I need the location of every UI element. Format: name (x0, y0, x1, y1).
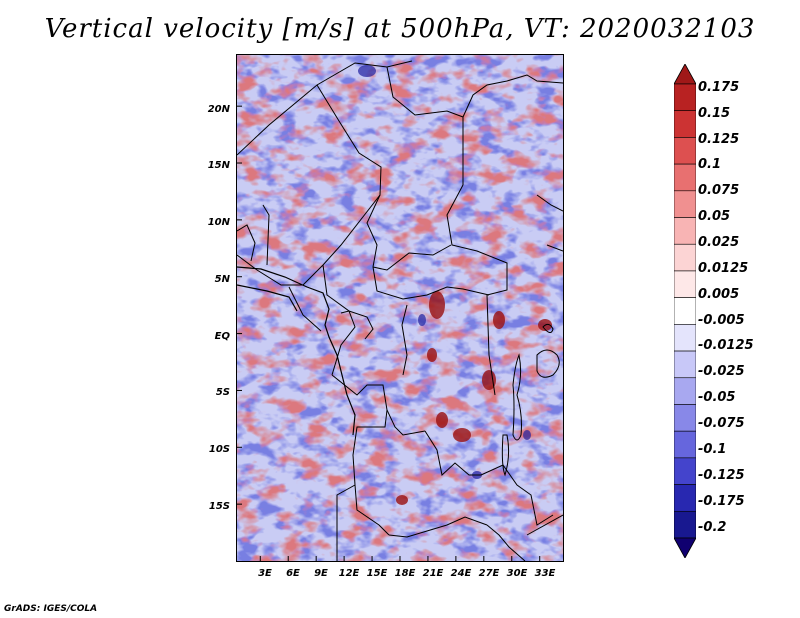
colorbar-label: -0.025 (698, 364, 745, 379)
colorbar-bottom-triangle (673, 537, 697, 559)
colorbar-label: 0.175 (698, 80, 740, 95)
lakes (501, 323, 560, 477)
lon-label: 30E (506, 568, 528, 579)
lat-label: 10S (208, 444, 230, 455)
velocity-map (236, 54, 564, 562)
colorbar-label: -0.2 (698, 520, 727, 535)
colorbar-label: -0.005 (698, 313, 745, 328)
colorbar-band (673, 217, 697, 245)
colorbar-top-triangle (673, 63, 697, 85)
lon-label: 6E (286, 568, 300, 579)
lat-label: EQ (214, 331, 230, 342)
colorbar-band (673, 137, 697, 165)
colorbar-band (673, 270, 697, 298)
coastline (237, 266, 356, 436)
lon-label: 24E (450, 568, 472, 579)
strong-downdraft-cells (358, 65, 531, 479)
lon-label: 21E (422, 568, 444, 579)
colorbar (673, 63, 697, 562)
colorbar-label: 0.05 (698, 209, 731, 224)
colorbar-label: -0.1 (698, 442, 727, 457)
country-borders (237, 60, 563, 561)
colorbar-label: 0.0125 (698, 261, 749, 276)
colorbar-band (673, 484, 697, 512)
velocity-field (237, 55, 563, 561)
colorbar-label: -0.125 (698, 468, 745, 483)
lon-label: 3E (258, 568, 272, 579)
lat-label: 10N (207, 217, 230, 228)
colorbar-label: 0.15 (698, 106, 731, 121)
colorbar-band (673, 350, 697, 379)
colorbar-band (673, 377, 697, 405)
colorbar-label: -0.05 (698, 390, 736, 405)
colorbar-band (673, 243, 697, 272)
colorbar-label: 0.005 (698, 287, 740, 302)
lon-label: 33E (534, 568, 556, 579)
lon-label: 27E (478, 568, 500, 579)
colorbar-label: -0.075 (698, 416, 745, 431)
lat-label: 15S (208, 501, 230, 512)
grads-credit: GrADS: IGES/COLA (4, 604, 98, 614)
colorbar-label: 0.075 (698, 183, 740, 198)
colorbar-band (673, 190, 697, 218)
lat-label: 20N (207, 104, 230, 115)
colorbar-label: -0.175 (698, 494, 745, 509)
colorbar-band (673, 457, 697, 485)
colorbar-label: 0.125 (698, 132, 740, 147)
colorbar-band (673, 297, 697, 325)
lon-label: 12E (338, 568, 360, 579)
colorbar-band (673, 163, 697, 192)
colorbar-band (673, 430, 697, 459)
colorbar-label: -0.0125 (698, 338, 754, 353)
lat-label: 15N (207, 160, 230, 171)
lon-label: 9E (314, 568, 328, 579)
chart-title: Vertical velocity [m/s] at 500hPa, VT: 2… (44, 14, 756, 44)
lon-label: 18E (394, 568, 416, 579)
lon-label: 15E (366, 568, 388, 579)
colorbar-band (673, 404, 697, 432)
colorbar-band (673, 324, 697, 352)
lat-label: 5S (215, 387, 230, 398)
colorbar-band (673, 510, 697, 539)
colorbar-band (673, 110, 697, 138)
lat-label: 5N (214, 274, 230, 285)
colorbar-label: 0.025 (698, 235, 740, 250)
colorbar-label: 0.1 (698, 157, 722, 172)
colorbar-band (673, 83, 697, 112)
